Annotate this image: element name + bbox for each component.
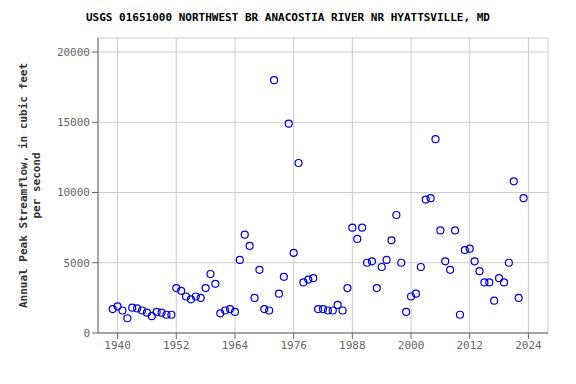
svg-text:20000: 20000	[57, 46, 90, 59]
svg-text:2000: 2000	[398, 339, 425, 352]
svg-text:1952: 1952	[163, 339, 190, 352]
svg-text:2024: 2024	[515, 339, 542, 352]
svg-text:10000: 10000	[57, 186, 90, 199]
html-text:USGS 01651000 NORTHWEST BR ANA: USGS 01651000 NORTHWEST BR ANACOSTIA RIV…	[86, 11, 490, 24]
svg-text:0: 0	[83, 327, 90, 340]
svg-text:Annual Peak Streamflow, in cub: Annual Peak Streamflow, in cubic feetper…	[17, 63, 43, 308]
svg-text:1976: 1976	[280, 339, 307, 352]
svg-text:5000: 5000	[64, 257, 91, 270]
svg-text:1988: 1988	[339, 339, 366, 352]
svg-text:1964: 1964	[222, 339, 249, 352]
svg-text:1940: 1940	[104, 339, 131, 352]
svg-text:2012: 2012	[456, 339, 483, 352]
svg-text:15000: 15000	[57, 116, 90, 129]
